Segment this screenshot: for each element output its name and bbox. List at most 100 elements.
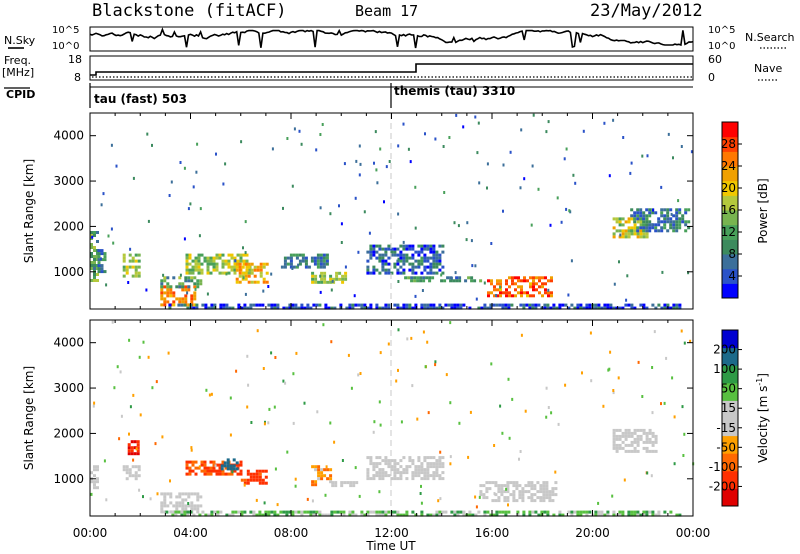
power-cell-r13 (663, 223, 667, 227)
velocity-cell-r11 (639, 437, 643, 441)
power-cell-r9 (372, 265, 376, 269)
velocity-scatter-cell (469, 410, 472, 414)
velocity-cell-r12 (267, 510, 271, 514)
power-scatter-cell (474, 264, 477, 268)
velocity-scatter-cell (161, 435, 164, 439)
velocity-cell-r9 (417, 468, 421, 472)
velocity-cell-r9 (408, 459, 412, 463)
velocity-cell-r12 (576, 510, 580, 514)
power-cell-r14 (588, 306, 592, 310)
velocity-cell-r10 (542, 484, 546, 488)
velocity-cell-r12 (381, 513, 385, 517)
power-cell-r8 (323, 271, 327, 275)
power-cell-r12 (630, 217, 634, 221)
power-cell-r1 (97, 264, 101, 268)
power-cell-r7 (295, 265, 299, 269)
velocity-cell-r12 (381, 510, 385, 514)
velocity-cell-r4 (239, 460, 243, 464)
velocity-cell-r7 (326, 468, 330, 472)
velocity-scatter-cell (229, 396, 232, 400)
power-cell-r11 (532, 279, 535, 283)
power-cell-r5 (200, 253, 204, 257)
velocity-cell-r12 (360, 510, 364, 514)
power-cell-r14 (537, 303, 541, 307)
power-cell-r13 (684, 211, 688, 215)
velocity-cell-r9 (399, 474, 403, 478)
velocity-cell-r10 (554, 481, 558, 485)
velocity-cell-r9 (372, 474, 376, 478)
power-cell-r4 (178, 282, 182, 286)
velocity-cell-r6 (252, 472, 256, 476)
freq-line (90, 63, 693, 76)
power-cell-r6 (247, 274, 251, 278)
velocity-cell-r10 (494, 499, 498, 503)
velocity-cell-r12 (429, 513, 433, 517)
velocity-cell-r4 (191, 469, 195, 473)
velocity-scatter-cell (292, 372, 295, 376)
velocity-cell-r4 (185, 460, 189, 464)
velocity-cell-r10 (491, 499, 495, 503)
power-cell-r13 (660, 211, 664, 215)
power-cell-r10 (455, 279, 459, 283)
velocity-cell-r12 (432, 513, 436, 517)
velocity-colorbar-tick-label: -200 (709, 479, 736, 493)
power-cell-r0 (90, 267, 93, 270)
velocity-cell-r6 (246, 481, 250, 485)
power-cell-r9 (405, 253, 409, 257)
power-cell-r0 (93, 246, 96, 249)
power-cell-r14 (678, 306, 682, 310)
velocity-cell-r11 (639, 428, 643, 432)
power-scatter-cell (397, 212, 400, 216)
velocity-cell-r12 (621, 510, 625, 514)
velocity-cell-r2 (136, 449, 140, 453)
power-scatter-cell (234, 259, 237, 263)
power-cell-r0 (93, 279, 96, 282)
velocity-cell-r12 (405, 510, 409, 514)
velocity-cell-r12 (324, 513, 328, 517)
power-cell-r3 (163, 285, 167, 289)
power-cell-r12 (615, 220, 619, 224)
power-cell-r4 (172, 276, 176, 280)
power-scatter-cell (388, 160, 391, 163)
power-cell-r11 (520, 288, 523, 292)
power-cell-r11 (511, 279, 514, 283)
power-cell-r13 (660, 220, 664, 224)
power-cell-r11 (526, 294, 529, 298)
velocity-cell-r11 (633, 437, 637, 441)
power-scatter-cell (100, 203, 103, 207)
velocity-cell-r6 (264, 481, 268, 485)
power-cell-r14 (270, 306, 274, 310)
power-cell-r11 (496, 294, 499, 298)
power-cell-r13 (675, 211, 679, 215)
power-cell-r4 (190, 279, 194, 283)
power-cell-r3 (181, 300, 185, 304)
power-cell-r7 (325, 259, 329, 263)
power-scatter-cell (565, 147, 568, 151)
velocity-cell-r9 (420, 462, 424, 466)
power-cell-r5 (236, 259, 240, 263)
velocity-cell-r6 (246, 478, 250, 482)
power-scatter-cell (168, 194, 171, 197)
power-cell-r7 (325, 253, 329, 257)
power-cell-r10 (428, 279, 432, 283)
power-cell-r13 (669, 208, 673, 212)
power-cell-r3 (163, 291, 167, 295)
power-scatter-cell (215, 152, 217, 156)
power-cell-r10 (467, 276, 471, 280)
velocity-cell-r1 (131, 474, 135, 478)
velocity-scatter-cell (680, 329, 683, 333)
velocity-cell-r12 (213, 510, 217, 514)
velocity-cell-r9 (426, 465, 430, 469)
power-scatter-cell (677, 199, 680, 203)
power-scatter-cell (340, 241, 343, 244)
power-cell-r13 (639, 208, 643, 212)
velocity-scatter-cell (372, 430, 375, 434)
velocity-cell-r9 (411, 474, 415, 478)
power-cell-r10 (470, 279, 474, 283)
power-cell-r9 (414, 265, 418, 269)
velocity-cell-r4 (215, 469, 219, 473)
power-scatter-cell (568, 209, 571, 213)
power-cell-r10 (473, 279, 477, 283)
velocity-cell-r9 (438, 477, 442, 481)
power-cell-r10 (458, 279, 462, 283)
